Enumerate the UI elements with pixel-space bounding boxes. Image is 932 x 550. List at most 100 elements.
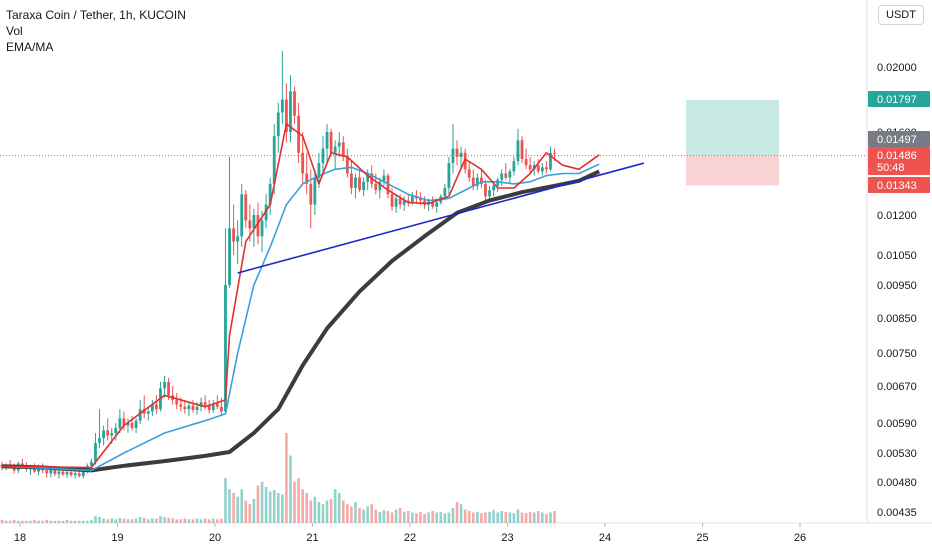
volume-bar <box>21 520 24 523</box>
legend-ema-ma[interactable]: EMA/MA <box>6 40 54 54</box>
price-tick-label: 0.00750 <box>877 348 917 360</box>
candle-body <box>354 177 357 189</box>
volume-bar <box>354 502 357 523</box>
volume-bar <box>216 519 219 523</box>
volume-bar <box>524 513 528 523</box>
volume-bar <box>264 487 268 523</box>
volume-bar <box>122 518 126 523</box>
candle-body <box>33 467 36 472</box>
volume-bar <box>57 520 61 523</box>
volume-bar <box>541 512 544 523</box>
volume-bar <box>65 520 69 523</box>
volume-bar <box>272 490 276 523</box>
volume-bar <box>4 520 8 523</box>
volume-bar <box>134 518 138 523</box>
candle-body <box>285 99 288 132</box>
volume-bar <box>171 518 174 523</box>
time-tick-label: 20 <box>209 532 221 544</box>
volume-bar <box>492 510 495 523</box>
candle-body <box>122 418 126 426</box>
candle-body <box>540 167 544 172</box>
time-tick-label: 18 <box>14 532 26 544</box>
volume-bar <box>118 517 122 523</box>
volume-bar <box>536 511 540 523</box>
volume-bar <box>81 520 85 523</box>
candle-body <box>455 148 459 157</box>
time-tick-label: 25 <box>696 532 708 544</box>
candle-body <box>520 140 524 159</box>
volume-bar <box>447 512 451 523</box>
legend-volume[interactable]: Vol <box>6 24 23 38</box>
price-label-target: 0.01797 <box>877 94 917 106</box>
volume-bar <box>260 481 264 523</box>
volume-bar <box>390 512 394 523</box>
candle-body <box>443 188 447 197</box>
time-tick-label: 24 <box>599 532 611 544</box>
price-tick-label: 0.02000 <box>877 62 917 74</box>
legend-symbol[interactable]: Taraxa Coin / Tether, 1h, KUCOIN <box>6 8 186 22</box>
candle-body <box>244 194 248 221</box>
candle-body <box>49 469 53 474</box>
volume-bar <box>98 517 101 523</box>
candle-body <box>451 148 455 164</box>
volume-bar <box>431 511 434 523</box>
volume-bar <box>142 517 146 523</box>
candle-body <box>207 405 211 411</box>
stop-zone <box>686 155 779 186</box>
candle-body <box>175 399 179 405</box>
candle-body <box>272 136 276 184</box>
volume-bar <box>382 510 386 523</box>
volume-bar <box>309 500 313 523</box>
volume-bar <box>439 511 443 523</box>
volume-bar <box>285 433 288 523</box>
candle-body <box>248 220 252 229</box>
volume-bar <box>191 519 195 523</box>
time-tick-label: 23 <box>501 532 513 544</box>
candle-body <box>410 196 414 203</box>
volume-bar <box>29 520 32 523</box>
volume-bar <box>0 520 4 523</box>
price-label-entry-bg <box>868 147 930 163</box>
candle-body <box>553 152 556 154</box>
price-axis[interactable]: 0.020000.016000.012000.010500.009500.008… <box>877 62 917 519</box>
candle-body <box>500 173 504 180</box>
volume-bar <box>240 489 244 523</box>
volume-bar <box>248 504 252 523</box>
price-label-countdown-bg <box>868 161 930 175</box>
candle-body <box>65 472 69 475</box>
volume-bar <box>333 489 337 523</box>
candle-body <box>475 177 479 186</box>
volume-bar <box>45 520 49 523</box>
candle-body <box>163 381 166 389</box>
candle-body <box>179 404 183 407</box>
volume-bar <box>130 519 134 523</box>
candle-body <box>236 236 240 242</box>
time-axis[interactable]: 18 19 20 21 22 23 24 25 26 <box>14 523 806 544</box>
volume-bar <box>183 518 187 523</box>
candle-body <box>484 183 487 197</box>
volume-bar <box>476 511 479 523</box>
volume-bar <box>484 512 487 523</box>
candle-body <box>402 200 406 205</box>
price-label-stop: 0.01343 <box>877 180 917 192</box>
candle-body <box>240 194 244 237</box>
price-label-stop-bg <box>868 177 930 193</box>
candle-body <box>256 215 260 237</box>
candle-body <box>492 185 495 191</box>
volume-bar <box>37 520 40 523</box>
price-label-countdown: 50:48 <box>877 162 905 174</box>
volume-bar <box>313 496 317 523</box>
candle-body <box>150 404 154 412</box>
volume-bar <box>220 518 223 523</box>
volume-bar <box>516 509 520 523</box>
volume-bar <box>321 504 325 523</box>
candle-body <box>146 411 150 414</box>
volume-bar <box>467 511 471 523</box>
candle-body <box>114 428 118 433</box>
candle-body <box>228 228 231 285</box>
price-label-target-bg <box>868 91 930 107</box>
candle-body <box>329 132 333 153</box>
volume-bar <box>12 520 16 523</box>
currency-button[interactable]: USDT <box>878 5 924 25</box>
